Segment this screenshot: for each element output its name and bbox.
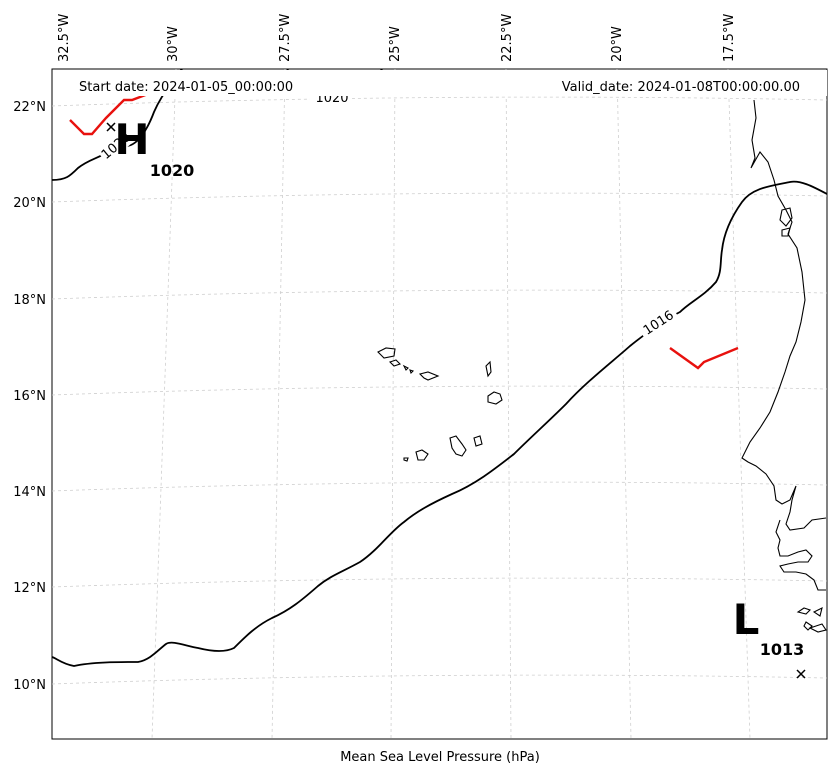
parallel-line <box>51 96 828 107</box>
meridian-line <box>505 68 512 740</box>
island-outline <box>409 369 415 375</box>
island-outline <box>781 227 791 237</box>
front-line <box>69 92 149 136</box>
high-center-value: 1020 <box>150 161 195 180</box>
start-date-label: Start date: 2024-01-05_00:00:00 <box>79 80 293 95</box>
island-outline <box>388 359 402 367</box>
island-outline <box>418 371 440 381</box>
low-center-letter: L <box>733 595 760 644</box>
parallel-line <box>51 577 828 588</box>
africa-coastline <box>775 519 826 591</box>
meridian-line <box>271 68 286 740</box>
island-outline <box>473 435 483 447</box>
meridian-line <box>151 68 177 740</box>
island-outline <box>403 457 409 462</box>
center-markers <box>106 122 806 679</box>
africa-coastline <box>796 606 827 633</box>
parallel-line <box>51 385 828 396</box>
island-outline <box>377 347 396 359</box>
island-outline <box>779 207 793 227</box>
island-outline <box>402 364 409 371</box>
low-center-marker <box>796 669 806 679</box>
lat-tick-label: 16°N <box>13 389 46 404</box>
parallel-line <box>51 481 828 492</box>
lon-tick-label: 27.5°W <box>278 14 293 62</box>
meridian-line <box>616 68 632 740</box>
lat-tick-label: 14°N <box>13 485 46 500</box>
latitude-labels: 22°N 20°N 18°N 16°N 14°N 12°N 10°N <box>13 100 46 693</box>
island-outline <box>415 449 429 461</box>
front-line <box>669 346 739 370</box>
island-outline <box>485 360 492 378</box>
lon-tick-label: 20°W <box>610 26 625 62</box>
isobar-1016 <box>51 180 828 667</box>
high-center-letter: H <box>114 115 149 164</box>
isobar-label-mask <box>95 128 134 164</box>
graticule <box>51 68 828 740</box>
map-caption: Mean Sea Level Pressure (hPa) <box>340 750 540 765</box>
high-center-marker <box>106 122 116 132</box>
parallel-line <box>51 674 828 685</box>
lon-tick-label: 30°W <box>166 26 181 62</box>
header-backing <box>53 70 827 96</box>
map-frame <box>51 68 828 740</box>
lon-tick-label: 17.5°W <box>722 14 737 62</box>
isobar-label-mask <box>635 302 680 340</box>
lat-tick-label: 22°N <box>13 100 46 115</box>
island-outline <box>449 435 467 457</box>
low-center-value: 1013 <box>760 640 805 659</box>
lat-tick-label: 18°N <box>13 293 46 308</box>
lat-tick-label: 10°N <box>13 678 46 693</box>
lon-tick-label: 32.5°W <box>57 14 72 62</box>
meridian-line <box>390 68 396 740</box>
parallel-line <box>51 192 828 203</box>
meridian-line <box>727 68 751 740</box>
longitude-labels: 32.5°W 30°W 27.5°W 25°W 22.5°W 20°W 17.5… <box>57 14 737 62</box>
island-outline <box>487 391 503 405</box>
lat-tick-label: 12°N <box>13 581 46 596</box>
lat-tick-label: 20°N <box>13 196 46 211</box>
valid-date-label: Valid_date: 2024-01-08T00:00:00.00 <box>562 80 800 95</box>
fronts <box>69 92 739 370</box>
lon-tick-label: 25°W <box>388 26 403 62</box>
africa-coastline <box>741 99 827 531</box>
coastline <box>741 99 827 633</box>
parallel-line <box>51 289 828 300</box>
lon-tick-label: 22.5°W <box>500 14 515 62</box>
cape-verde-islands <box>377 347 503 462</box>
